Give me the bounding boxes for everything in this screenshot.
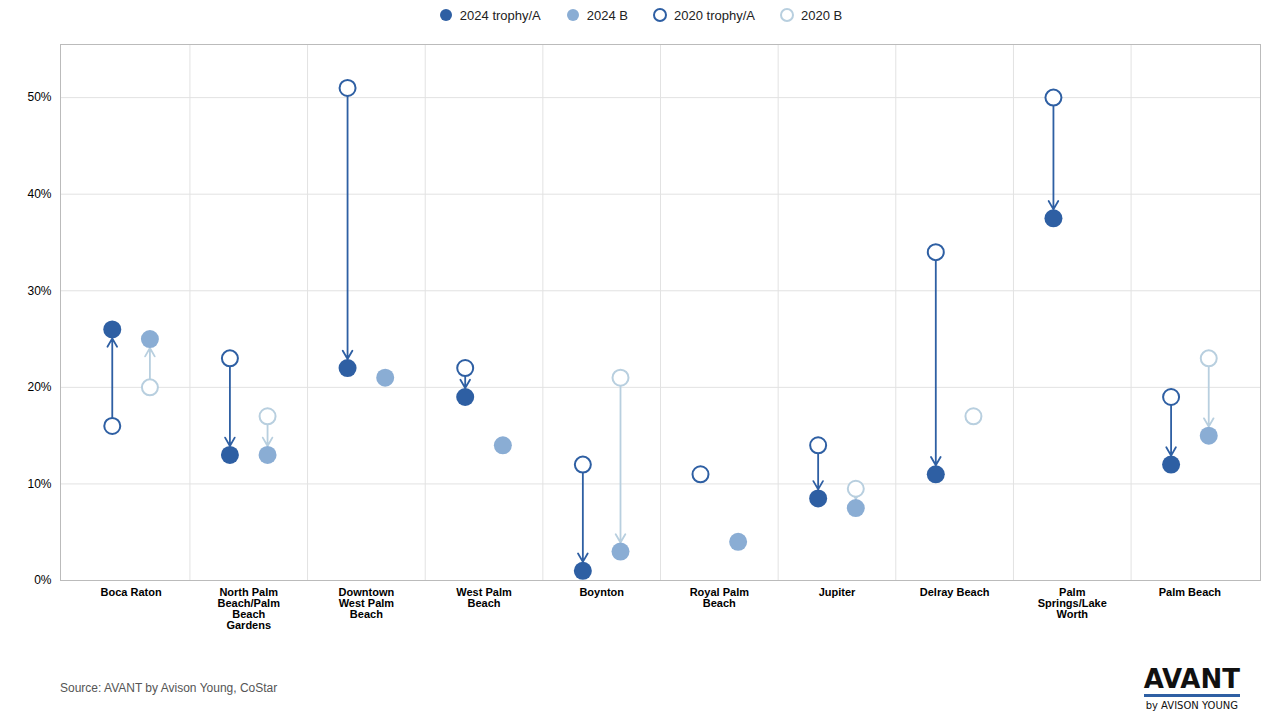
svg-text:50%: 50% (27, 90, 51, 104)
svg-text:North PalmBeach/PalmBeachGarde: North PalmBeach/PalmBeachGardens (218, 586, 281, 631)
svg-text:20%: 20% (27, 380, 51, 394)
html-text:2020 trophy/A: 2020 trophy/A (674, 7, 755, 23)
html-text:2020 B: 2020 B (801, 7, 843, 23)
svg-text:40%: 40% (27, 187, 51, 201)
html-text:Source: AVANT by Avison Young,: Source: AVANT by Avison Young, CoStar (60, 681, 278, 695)
svg-text:10%: 10% (27, 477, 51, 491)
svg-text:Royal PalmBeach: Royal PalmBeach (690, 586, 750, 609)
html-text:by AVISON YOUNG: by AVISON YOUNG (1145, 699, 1238, 711)
html-text:AVANT: AVANT (1143, 663, 1240, 694)
html-text:2024 B: 2024 B (586, 7, 628, 23)
html-text:2024 trophy/A: 2024 trophy/A (459, 7, 541, 23)
svg-text:Jupiter: Jupiter (819, 586, 856, 598)
svg-text:Palm Beach: Palm Beach (1159, 586, 1222, 598)
svg-text:Boynton: Boynton (579, 586, 624, 598)
svg-text:Boca Raton: Boca Raton (101, 586, 162, 598)
svg-text:Delray Beach: Delray Beach (920, 586, 990, 598)
svg-text:30%: 30% (27, 284, 51, 298)
svg-text:West PalmBeach: West PalmBeach (456, 586, 512, 609)
svg-text:PalmSprings/LakeWorth: PalmSprings/LakeWorth (1038, 586, 1107, 620)
svg-text:0%: 0% (34, 573, 52, 587)
svg-text:DowntownWest PalmBeach: DowntownWest PalmBeach (339, 586, 395, 620)
